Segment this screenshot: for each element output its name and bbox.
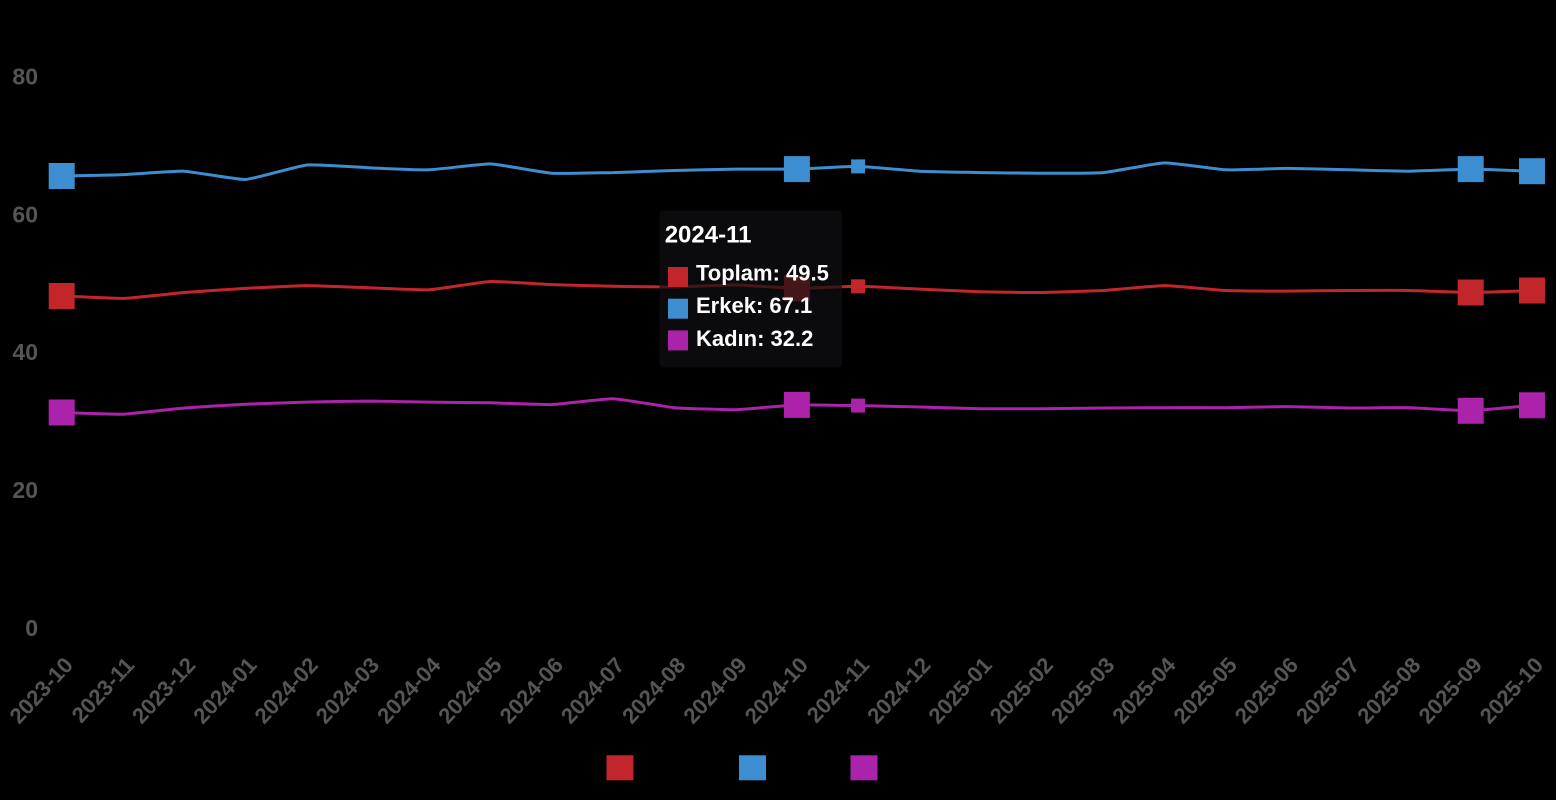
svg-text:2024-06: 2024-06 [495,652,568,728]
svg-text:2024-04: 2024-04 [372,652,446,729]
svg-text:2024-03: 2024-03 [311,652,384,728]
svg-text:2025-07: 2025-07 [1291,652,1364,728]
svg-text:60: 60 [12,201,38,227]
svg-text:2023-10: 2023-10 [5,652,78,728]
svg-text:2025-09: 2025-09 [1414,652,1487,728]
svg-text:80: 80 [12,63,38,89]
svg-text:2023-12: 2023-12 [127,652,200,728]
svg-text:2025-08: 2025-08 [1352,652,1425,728]
svg-text:2024-02: 2024-02 [250,652,323,728]
svg-text:40: 40 [12,339,38,365]
svg-text:2025-06: 2025-06 [1230,652,1303,728]
svg-text:2025-10: 2025-10 [1475,652,1548,728]
svg-text:2024-11: 2024-11 [802,652,875,727]
svg-text:20: 20 [12,477,38,503]
svg-text:2024-05: 2024-05 [433,652,506,728]
svg-text:Kadın: 32.2: Kadın: 32.2 [696,326,813,351]
svg-text:Erkek: 67.1: Erkek: 67.1 [696,293,812,318]
svg-text:2025-04: 2025-04 [1107,652,1181,729]
svg-text:2025-05: 2025-05 [1169,652,1242,728]
svg-text:2023-11: 2023-11 [67,652,140,727]
svg-text:2024-10: 2024-10 [740,652,813,728]
svg-text:2024-01: 2024-01 [188,652,261,728]
svg-text:2024-09: 2024-09 [678,652,751,728]
svg-text:2024-11: 2024-11 [665,222,752,249]
svg-text:2025-03: 2025-03 [1046,652,1119,728]
svg-text:0: 0 [25,615,38,641]
svg-text:Toplam: 49.5: Toplam: 49.5 [696,261,829,286]
svg-text:2024-07: 2024-07 [556,652,629,728]
svg-text:2025-01: 2025-01 [923,652,996,728]
svg-text:2025-02: 2025-02 [985,652,1058,728]
svg-text:2024-12: 2024-12 [862,652,935,728]
svg-text:2024-08: 2024-08 [617,652,690,728]
